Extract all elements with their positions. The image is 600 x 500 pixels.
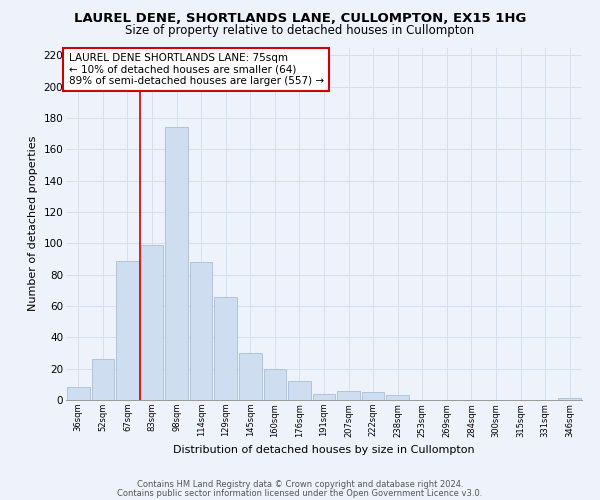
Bar — [214, 296, 237, 400]
Bar — [140, 245, 163, 400]
Bar — [239, 353, 262, 400]
Y-axis label: Number of detached properties: Number of detached properties — [28, 136, 38, 312]
Text: LAUREL DENE SHORTLANDS LANE: 75sqm
← 10% of detached houses are smaller (64)
89%: LAUREL DENE SHORTLANDS LANE: 75sqm ← 10%… — [68, 53, 324, 86]
Text: LAUREL DENE, SHORTLANDS LANE, CULLOMPTON, EX15 1HG: LAUREL DENE, SHORTLANDS LANE, CULLOMPTON… — [74, 12, 526, 26]
X-axis label: Distribution of detached houses by size in Cullompton: Distribution of detached houses by size … — [173, 445, 475, 455]
Bar — [559, 398, 581, 400]
Bar — [190, 262, 212, 400]
Text: Contains HM Land Registry data © Crown copyright and database right 2024.: Contains HM Land Registry data © Crown c… — [137, 480, 463, 489]
Bar — [337, 390, 360, 400]
Bar — [92, 360, 114, 400]
Bar — [386, 396, 409, 400]
Bar — [165, 128, 188, 400]
Bar — [288, 381, 311, 400]
Text: Contains public sector information licensed under the Open Government Licence v3: Contains public sector information licen… — [118, 488, 482, 498]
Bar — [313, 394, 335, 400]
Bar — [67, 388, 89, 400]
Bar — [263, 368, 286, 400]
Bar — [116, 260, 139, 400]
Bar — [362, 392, 385, 400]
Text: Size of property relative to detached houses in Cullompton: Size of property relative to detached ho… — [125, 24, 475, 37]
